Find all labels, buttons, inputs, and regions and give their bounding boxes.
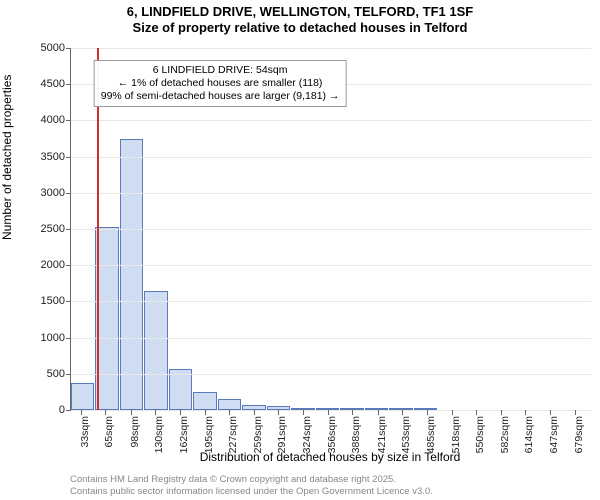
annotation-box: 6 LINDFIELD DRIVE: 54sqm← 1% of detached… <box>94 60 347 107</box>
xtick-label: 614sqm <box>523 416 535 453</box>
gridline-h <box>71 229 591 230</box>
attribution: Contains HM Land Registry data © Crown c… <box>70 474 433 498</box>
ytick-label: 4500 <box>41 78 65 90</box>
histogram-bar <box>71 383 94 410</box>
gridline-h <box>71 374 591 375</box>
xtick-label: 259sqm <box>252 416 264 453</box>
annotation-line-3: 99% of semi-detached houses are larger (… <box>101 90 340 103</box>
xtick-label: 550sqm <box>474 416 486 453</box>
title-line-1: 6, LINDFIELD DRIVE, WELLINGTON, TELFORD,… <box>127 4 473 19</box>
xtick-mark <box>131 410 132 415</box>
xtick-mark <box>328 410 329 415</box>
xtick-label: 518sqm <box>450 416 462 453</box>
xtick-label: 388sqm <box>350 416 362 453</box>
xtick-label: 485sqm <box>425 416 437 453</box>
xtick-label: 291sqm <box>276 416 288 453</box>
ytick-label: 500 <box>47 368 65 380</box>
ytick-label: 2500 <box>41 223 65 235</box>
ytick-mark <box>66 120 71 121</box>
ytick-label: 1500 <box>41 295 65 307</box>
xtick-mark <box>205 410 206 415</box>
histogram-bar <box>218 399 241 410</box>
histogram-bar <box>144 291 167 410</box>
annotation-line-1: 6 LINDFIELD DRIVE: 54sqm <box>101 64 340 77</box>
title-line-2: Size of property relative to detached ho… <box>133 20 468 35</box>
histogram-bar <box>193 392 216 410</box>
x-axis-label: Distribution of detached houses by size … <box>70 450 590 464</box>
y-axis-label: Number of detached properties <box>0 75 14 240</box>
xtick-mark <box>105 410 106 415</box>
ytick-label: 4000 <box>41 114 65 126</box>
xtick-mark <box>378 410 379 415</box>
annotation-line-2: ← 1% of detached houses are smaller (118… <box>101 77 340 90</box>
xtick-mark <box>180 410 181 415</box>
xtick-mark <box>229 410 230 415</box>
xtick-mark <box>402 410 403 415</box>
xtick-label: 679sqm <box>573 416 585 453</box>
histogram-bar <box>120 139 143 411</box>
chart-title: 6, LINDFIELD DRIVE, WELLINGTON, TELFORD,… <box>0 4 600 37</box>
ytick-label: 3500 <box>41 151 65 163</box>
ytick-label: 5000 <box>41 42 65 54</box>
histogram-bar <box>169 369 192 410</box>
xtick-mark <box>575 410 576 415</box>
xtick-mark <box>81 410 82 415</box>
chart-container: 6, LINDFIELD DRIVE, WELLINGTON, TELFORD,… <box>0 0 600 500</box>
ytick-mark <box>66 265 71 266</box>
ytick-label: 2000 <box>41 259 65 271</box>
xtick-label: 195sqm <box>203 416 215 453</box>
ytick-mark <box>66 338 71 339</box>
ytick-mark <box>66 229 71 230</box>
ytick-mark <box>66 157 71 158</box>
attribution-line-2: Contains public sector information licen… <box>70 486 433 497</box>
xtick-label: 324sqm <box>301 416 313 453</box>
xtick-label: 582sqm <box>499 416 511 453</box>
ytick-mark <box>66 374 71 375</box>
ytick-label: 1000 <box>41 332 65 344</box>
xtick-label: 33sqm <box>79 416 91 448</box>
xtick-label: 421sqm <box>376 416 388 453</box>
xtick-label: 453sqm <box>400 416 412 453</box>
gridline-h <box>71 48 591 49</box>
xtick-mark <box>427 410 428 415</box>
attribution-line-1: Contains HM Land Registry data © Crown c… <box>70 474 396 485</box>
xtick-label: 98sqm <box>129 416 141 448</box>
gridline-h <box>71 410 591 411</box>
gridline-h <box>71 193 591 194</box>
xtick-mark <box>476 410 477 415</box>
plot-area: 0500100015002000250030003500400045005000… <box>70 48 591 411</box>
ytick-mark <box>66 48 71 49</box>
xtick-label: 647sqm <box>548 416 560 453</box>
gridline-h <box>71 157 591 158</box>
xtick-mark <box>452 410 453 415</box>
ytick-label: 0 <box>59 404 65 416</box>
xtick-label: 65sqm <box>103 416 115 448</box>
ytick-mark <box>66 84 71 85</box>
ytick-label: 3000 <box>41 187 65 199</box>
gridline-h <box>71 265 591 266</box>
xtick-label: 162sqm <box>178 416 190 453</box>
gridline-h <box>71 120 591 121</box>
xtick-mark <box>254 410 255 415</box>
xtick-mark <box>352 410 353 415</box>
gridline-h <box>71 338 591 339</box>
xtick-mark <box>303 410 304 415</box>
ytick-mark <box>66 301 71 302</box>
ytick-mark <box>66 410 71 411</box>
xtick-mark <box>278 410 279 415</box>
xtick-label: 227sqm <box>227 416 239 453</box>
ytick-mark <box>66 193 71 194</box>
xtick-mark <box>550 410 551 415</box>
xtick-mark <box>155 410 156 415</box>
xtick-label: 356sqm <box>326 416 338 453</box>
gridline-h <box>71 301 591 302</box>
xtick-mark <box>501 410 502 415</box>
xtick-mark <box>525 410 526 415</box>
xtick-label: 130sqm <box>153 416 165 453</box>
